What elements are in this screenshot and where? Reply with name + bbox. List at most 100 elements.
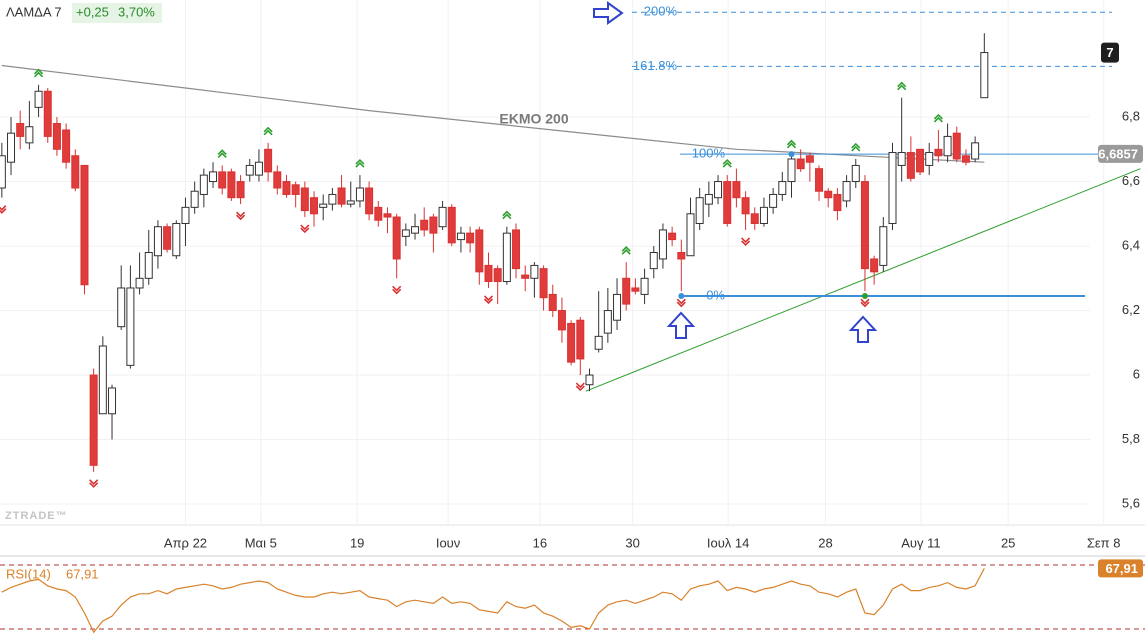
- candle-body: [300, 187, 309, 212]
- candle-body: [0, 155, 6, 189]
- y-tick-label: 6,2: [1122, 302, 1140, 317]
- candle-body: [631, 287, 640, 292]
- anchor-dot: [678, 293, 685, 300]
- candle-body: [750, 213, 759, 224]
- candle-body: [245, 164, 254, 176]
- candle-body: [548, 293, 557, 312]
- fractal-down: [741, 237, 751, 247]
- candle-body: [714, 181, 723, 199]
- candle-body: [227, 171, 236, 199]
- candle-body: [34, 90, 43, 108]
- x-tick-label: Σεπ 8: [1087, 535, 1121, 550]
- fractal-up: [897, 81, 907, 91]
- candle-body: [833, 193, 842, 212]
- candle-body: [980, 52, 989, 99]
- y-tick-label: 6,4: [1122, 237, 1140, 252]
- fractal-down: [392, 285, 402, 295]
- fib-label: 200%: [644, 4, 678, 19]
- candle-body: [668, 232, 677, 241]
- candle-body: [25, 126, 34, 144]
- x-tick-label: 30: [625, 535, 639, 550]
- candle-body: [658, 229, 667, 260]
- candle-body: [567, 322, 576, 363]
- candle-body: [576, 319, 585, 360]
- candle-body: [842, 181, 851, 202]
- arrow-right: [593, 1, 624, 25]
- fractal-down: [236, 211, 246, 221]
- x-tick-label: Μαι 5: [245, 535, 277, 550]
- candle-body: [383, 213, 392, 218]
- y-tick-label: 5,8: [1122, 431, 1140, 446]
- x-tick-label: 16: [533, 535, 547, 550]
- rsi-last-box: [1098, 559, 1143, 578]
- candle-body: [7, 132, 16, 163]
- rsi-value: 67,91: [66, 566, 99, 581]
- candle-body: [254, 161, 263, 176]
- candle-body: [741, 197, 750, 215]
- fractal-down: [300, 224, 310, 234]
- fractal-up: [33, 68, 44, 78]
- trendline: [585, 168, 1141, 392]
- anchor-dot: [788, 151, 795, 158]
- fractal-up: [263, 126, 273, 136]
- candle-body: [153, 226, 162, 257]
- fractal-down: [575, 382, 585, 392]
- candle-body: [769, 193, 778, 208]
- candle-body: [815, 168, 824, 192]
- candle-body: [943, 135, 952, 157]
- candle-body: [704, 193, 713, 205]
- candle-body: [16, 123, 25, 137]
- candle-body: [392, 216, 401, 260]
- y-tick-label: 5,6: [1122, 495, 1140, 510]
- last-price-box: [1101, 42, 1119, 63]
- candle-body: [62, 129, 71, 163]
- candle-body: [319, 203, 328, 208]
- candle-body: [466, 232, 475, 244]
- change-percent: 3,70%: [118, 4, 155, 19]
- x-tick-label: Αυγ 11: [901, 535, 940, 550]
- candle-body: [475, 229, 484, 273]
- candle-body: [916, 148, 925, 173]
- x-tick-label: Ιουλ 14: [707, 535, 750, 550]
- candle-body: [971, 142, 980, 160]
- candle-body: [80, 164, 89, 286]
- candle-body: [594, 335, 603, 350]
- candle-body: [135, 277, 144, 289]
- candle-body: [723, 181, 732, 224]
- candle-body: [456, 232, 465, 241]
- candle-body: [291, 184, 300, 195]
- fractal-down: [676, 298, 686, 308]
- candle-body: [787, 158, 796, 183]
- arrow-up: [666, 311, 696, 339]
- candle-body: [310, 197, 319, 215]
- y-tick-label: 6,8: [1122, 108, 1140, 123]
- change-background: [72, 3, 162, 23]
- candle-body: [411, 226, 420, 234]
- candle-body: [401, 229, 410, 237]
- fractal-down: [860, 298, 870, 308]
- candle-body: [328, 193, 337, 205]
- rsi-line: [1, 568, 985, 634]
- candle-body: [236, 181, 245, 199]
- candle-body: [163, 226, 172, 250]
- candle-body: [860, 181, 869, 270]
- candle-body: [888, 152, 897, 224]
- candle-body: [264, 148, 273, 173]
- candle-body: [952, 132, 961, 160]
- candle-body: [209, 171, 218, 183]
- candle-body: [512, 229, 521, 270]
- candle-body: [52, 123, 61, 150]
- fractal-up: [933, 113, 943, 123]
- ema-value-label: 6,6857: [1098, 146, 1138, 161]
- fractal-down: [89, 479, 99, 488]
- last-price-label: 7: [1106, 45, 1113, 60]
- candle-body: [695, 197, 704, 224]
- candle-body: [778, 181, 787, 195]
- candle-body: [879, 226, 888, 266]
- candle-body: [117, 287, 126, 328]
- fractal-up: [851, 142, 861, 152]
- fib-label: 100%: [692, 146, 726, 161]
- fib-label: 0%: [706, 287, 725, 302]
- candle-body: [365, 187, 374, 215]
